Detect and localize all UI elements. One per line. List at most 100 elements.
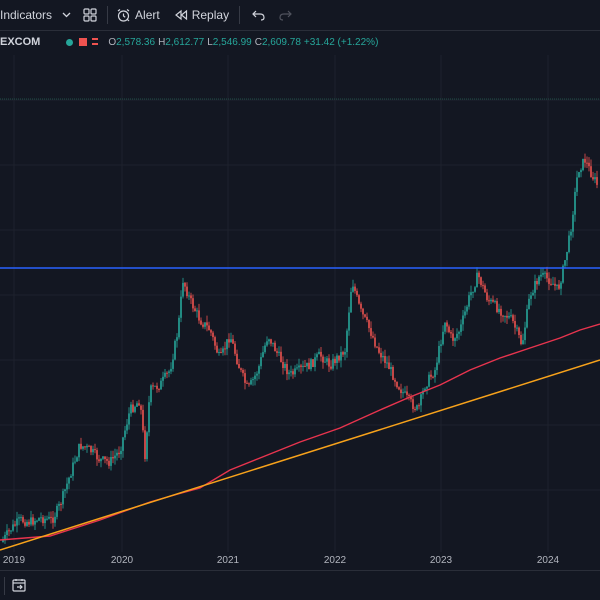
candle-body bbox=[270, 339, 272, 344]
time-label: 2020 bbox=[110, 555, 134, 566]
candle-body bbox=[326, 358, 328, 362]
candle-body bbox=[522, 340, 524, 345]
candle-body bbox=[584, 158, 586, 163]
candle-body bbox=[128, 413, 130, 425]
candle-body bbox=[256, 373, 258, 376]
candle-body bbox=[212, 332, 214, 338]
candle-body bbox=[278, 351, 280, 353]
candle-body bbox=[254, 375, 256, 380]
undo-icon[interactable] bbox=[252, 10, 265, 21]
candle-body bbox=[138, 403, 140, 406]
alert-button[interactable]: Alert bbox=[116, 0, 160, 31]
candle-body bbox=[148, 402, 150, 433]
candle-body bbox=[466, 306, 468, 312]
candle-body bbox=[456, 333, 458, 339]
candle-body bbox=[492, 299, 494, 302]
ohlc-open: O2,578.36 bbox=[108, 36, 156, 48]
candle-body bbox=[370, 328, 372, 336]
candle-body bbox=[156, 385, 158, 389]
candle-body bbox=[2, 540, 4, 542]
candle-body bbox=[434, 370, 436, 378]
candle-body bbox=[364, 314, 366, 317]
redo-icon[interactable] bbox=[279, 10, 292, 21]
candle-body bbox=[470, 292, 472, 296]
candle-body bbox=[210, 330, 212, 333]
candle-body bbox=[96, 450, 98, 460]
candle-body bbox=[554, 283, 556, 286]
price-chart[interactable] bbox=[0, 55, 600, 570]
candle-body bbox=[420, 394, 422, 406]
candle-body bbox=[526, 309, 528, 328]
candle-body bbox=[546, 272, 548, 279]
candle-body bbox=[122, 437, 124, 451]
flag-icon[interactable] bbox=[79, 38, 88, 46]
candle-body bbox=[12, 524, 14, 531]
candle-body bbox=[528, 298, 530, 309]
candle-body bbox=[48, 516, 50, 519]
candle-body bbox=[442, 331, 444, 345]
candle-body bbox=[182, 282, 184, 297]
candle-body bbox=[508, 316, 510, 318]
candle-body bbox=[562, 265, 564, 283]
moving-average-line bbox=[0, 323, 600, 541]
candle-body bbox=[330, 366, 332, 369]
candle-body bbox=[10, 530, 12, 532]
candle-body bbox=[244, 373, 246, 383]
candle-body bbox=[498, 308, 500, 313]
candle-body bbox=[46, 518, 48, 520]
candle-body bbox=[282, 362, 284, 368]
candle-body bbox=[146, 432, 148, 460]
candle-body bbox=[356, 290, 358, 296]
candle-body bbox=[18, 517, 20, 519]
replay-button[interactable]: Replay bbox=[174, 0, 229, 31]
candle-body bbox=[284, 364, 286, 368]
candle-body bbox=[238, 364, 240, 369]
candle-body bbox=[394, 379, 396, 382]
candle-body bbox=[280, 351, 282, 362]
candle-body bbox=[144, 430, 146, 459]
candle-body bbox=[98, 459, 100, 462]
candle-body bbox=[62, 491, 64, 505]
symbol-name[interactable]: EXCOM bbox=[0, 36, 41, 48]
candle-body bbox=[368, 319, 370, 329]
candle-body bbox=[576, 177, 578, 192]
top-toolbar: Indicators Alert Replay bbox=[0, 0, 600, 31]
templates-grid-icon[interactable] bbox=[83, 8, 97, 22]
candle-body bbox=[478, 272, 480, 278]
candle-body bbox=[198, 310, 200, 321]
indicators-button[interactable]: Indicators bbox=[0, 0, 71, 31]
candle-body bbox=[332, 358, 334, 369]
candle-body bbox=[292, 371, 294, 375]
candle-body bbox=[114, 455, 116, 459]
candle-body bbox=[418, 405, 420, 407]
candle-body bbox=[60, 504, 62, 505]
alert-label: Alert bbox=[135, 8, 160, 22]
candle-body bbox=[440, 344, 442, 346]
indicators-label: Indicators bbox=[0, 8, 53, 22]
candle-body bbox=[302, 365, 304, 367]
candle-body bbox=[348, 312, 350, 331]
toolbar-divider bbox=[239, 6, 241, 24]
candle-body bbox=[550, 283, 552, 285]
candle-body bbox=[192, 298, 194, 309]
candle-body bbox=[116, 452, 118, 456]
candle-body bbox=[322, 356, 324, 363]
time-label: 2024 bbox=[536, 555, 560, 566]
candle-body bbox=[392, 367, 394, 380]
candle-body bbox=[290, 371, 292, 373]
candle-body bbox=[190, 295, 192, 299]
candle-body bbox=[314, 357, 316, 367]
candle-body bbox=[588, 162, 590, 167]
candle-body bbox=[140, 405, 142, 410]
candle-body bbox=[490, 299, 492, 302]
rewind-icon bbox=[174, 9, 188, 21]
candle-body bbox=[172, 359, 174, 369]
candle-body bbox=[384, 356, 386, 363]
candle-body bbox=[586, 162, 588, 164]
chevron-down-icon[interactable] bbox=[62, 12, 71, 18]
candle-body bbox=[266, 341, 268, 346]
candle-body bbox=[592, 177, 594, 180]
date-range-icon[interactable] bbox=[12, 578, 26, 592]
candle-body bbox=[28, 521, 30, 525]
candle-body bbox=[94, 449, 96, 451]
